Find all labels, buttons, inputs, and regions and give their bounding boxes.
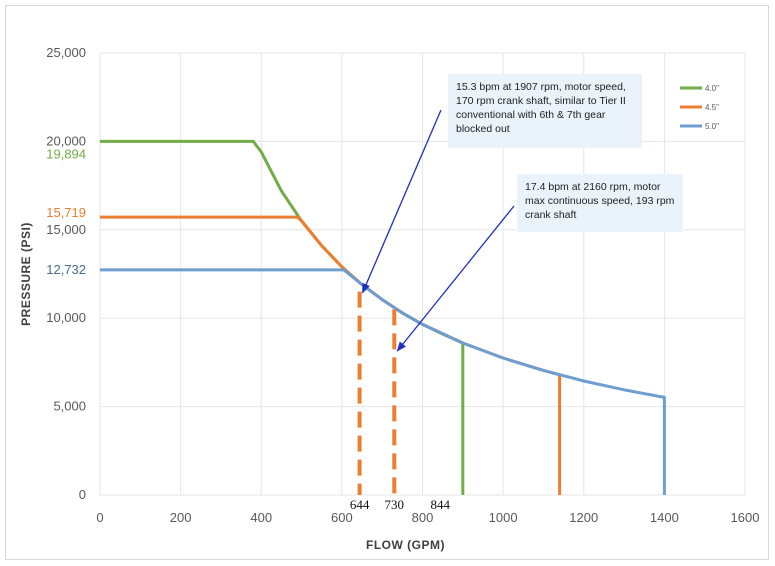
annotation-callout-1: 15.3 bpm at 1907 rpm, motor speed, 170 r…	[448, 74, 642, 148]
x-tick-label: 200	[170, 510, 192, 525]
x-tick-label: 1200	[569, 510, 598, 525]
series-lines	[100, 139, 666, 495]
y-axis-title: PRESSURE (PSI)	[19, 222, 33, 326]
y-tick-label: 15,000	[46, 222, 86, 237]
x-axis-title: FLOW (GPM)	[366, 538, 445, 552]
x-tick-label: 400	[250, 510, 272, 525]
annotation-callout-2: 17.4 bpm at 2160 rpm, motor max continuo…	[517, 174, 683, 232]
legend-label: 5.0"	[705, 122, 719, 131]
highlight-value-label: 15,719	[46, 205, 86, 220]
highlight-values: 19,894 15,719 12,732	[46, 146, 86, 276]
flow-marker-label: 844	[430, 497, 450, 512]
highlight-value-label: 12,732	[46, 262, 86, 277]
flow-marker-label: 730	[385, 497, 405, 512]
legend-label: 4.5"	[705, 103, 719, 112]
legend: 4.0" 4.5" 5.0"	[680, 84, 719, 131]
x-tick-label: 1000	[489, 510, 518, 525]
legend-label: 4.0"	[705, 84, 719, 93]
highlight-value-label: 19,894	[46, 146, 86, 161]
x-tick-label: 1600	[731, 510, 760, 525]
x-tick-label: 0	[96, 510, 103, 525]
series-line	[100, 268, 666, 495]
tick-labels: 0 200 400 600 800 1000 1200 1400 1600 0 5,000 10,00…	[46, 45, 759, 525]
y-tick-label: 20,000	[46, 133, 86, 148]
gridlines	[99, 52, 746, 496]
annotation-arrow	[362, 109, 442, 294]
flow-markers: 644 730 844	[350, 291, 450, 512]
flow-marker-label: 644	[350, 497, 370, 512]
x-tick-label: 600	[331, 510, 353, 525]
x-tick-label: 800	[412, 510, 434, 525]
x-tick-label: 1400	[650, 510, 679, 525]
y-tick-label: 0	[79, 487, 86, 502]
y-tick-label: 10,000	[46, 310, 86, 325]
series-line	[100, 215, 562, 495]
y-tick-label: 25,000	[46, 45, 86, 60]
annotation-arrow	[396, 205, 515, 352]
annotation-arrows	[362, 109, 515, 352]
y-tick-label: 5,000	[53, 399, 86, 414]
